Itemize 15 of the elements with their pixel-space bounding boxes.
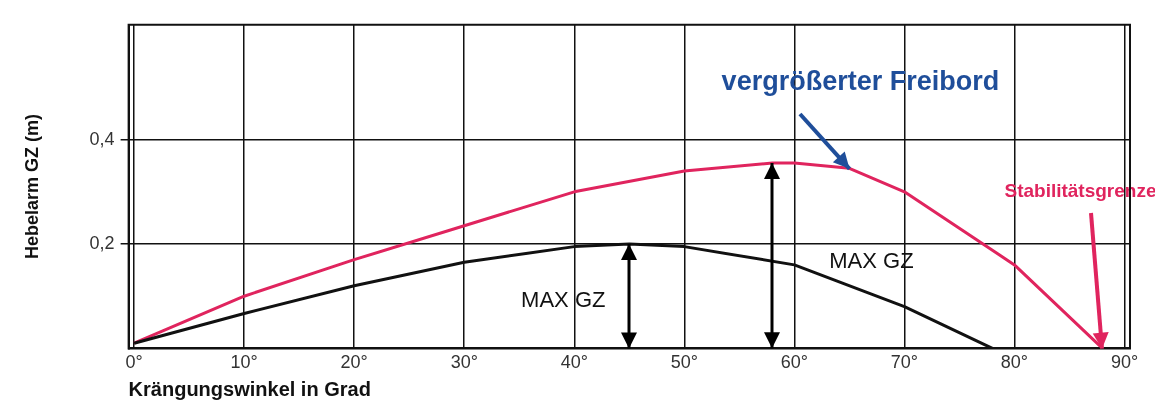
y-tick-label: 0,4 [89,128,115,149]
x-tick-label: 60° [780,352,808,373]
x-tick-label: 50° [670,352,698,373]
y-axis-title: Hebelarm GZ (m) [21,114,42,260]
x-tick-label: 80° [1000,352,1029,373]
x-tick-label: 0° [125,352,143,373]
x-tick-label: 70° [890,352,919,373]
x-tick-label: 90° [1110,352,1139,373]
x-tick-label: 20° [340,352,368,373]
x-tick-label: 40° [560,352,588,373]
y-tick-label: 0,2 [89,232,115,253]
x-tick-label: 30° [450,352,478,373]
x-axis-title: Krängungswinkel in Grad [128,377,371,400]
x-tick-label: 10° [230,352,258,373]
annotation: MAX GZ [521,287,606,313]
